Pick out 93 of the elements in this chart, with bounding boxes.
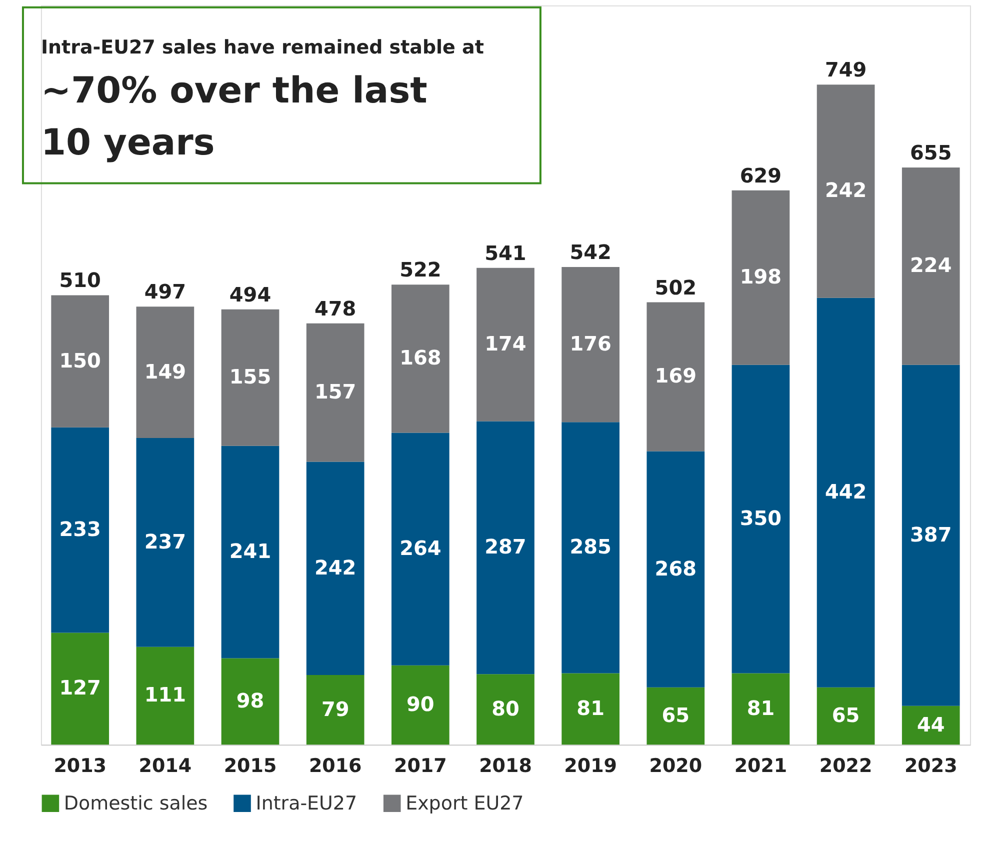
bar [816,84,875,298]
bar [816,687,875,745]
data-label: 81 [746,696,775,720]
bar [136,646,194,745]
data-label: 233 [59,517,101,542]
x-tick-label: 2016 [308,755,362,778]
data-label: 90 [406,692,434,716]
bar [306,323,364,462]
data-label: 387 [910,522,952,546]
data-label: 287 [484,534,526,559]
data-label: 127 [59,676,101,700]
data-label: 81 [576,696,604,720]
bar [391,284,450,433]
x-tick-label: 2019 [564,755,617,778]
x-tick-label: 2013 [54,755,106,778]
bar [562,267,620,422]
x-tick-label: 2014 [138,755,192,778]
bar [306,462,364,676]
bar [136,438,194,647]
x-tick-label: 2015 [224,755,277,778]
bar [221,309,280,446]
bar [902,167,960,365]
data-label: 150 [59,348,101,372]
x-tick-label: 2018 [479,755,532,778]
bar [476,421,534,674]
total-label: 655 [910,140,952,164]
bar [646,451,705,688]
data-label: 98 [236,688,264,712]
total-label: 494 [229,282,272,306]
total-label: 749 [824,58,867,82]
bar [476,268,534,422]
bar [476,674,534,745]
data-label: 285 [570,534,612,559]
bar [51,427,110,633]
data-label: 241 [229,539,272,564]
data-label: 111 [144,682,186,707]
data-label: 237 [144,529,186,554]
total-label: 541 [484,240,526,265]
bar [902,364,960,706]
x-tick-label: 2023 [904,755,958,778]
data-label: 168 [400,346,442,370]
data-label: 268 [654,556,696,580]
bar [646,687,705,745]
total-label: 542 [570,240,612,264]
data-label: 198 [740,264,782,289]
bar [562,673,620,745]
x-tick-label: 2021 [734,755,788,778]
x-tick-label: 2017 [394,755,447,778]
total-label: 478 [314,296,356,320]
legend-label: Domestic sales [64,792,208,814]
data-label: 442 [824,480,867,504]
legend-label: Intra-EU27 [256,792,358,814]
data-label: 65 [662,703,690,728]
data-label: 242 [824,178,867,202]
bar [391,665,450,745]
x-tick-label: 2020 [649,755,702,778]
total-label: 522 [400,258,442,282]
bar [816,298,875,688]
data-label: 149 [144,359,186,384]
bar [51,295,110,428]
data-label: 224 [910,253,952,278]
x-tick-label: 2022 [819,755,872,778]
bar [306,675,364,745]
chart-title: Intra-EU27 sales have remained stable at [40,36,484,58]
data-label: 242 [314,555,356,580]
bar [136,306,194,438]
data-label: 79 [321,696,350,721]
data-label: 169 [654,364,696,388]
total-label: 497 [144,280,186,304]
bar [562,422,620,674]
bar [732,190,790,365]
data-label: 80 [492,696,520,720]
total-label: 629 [740,163,782,188]
data-label: 350 [740,506,782,530]
data-label: 174 [484,332,526,356]
bar [646,302,705,452]
total-label: 502 [654,275,696,300]
data-label: 264 [400,536,442,560]
data-label: 65 [832,703,860,728]
bar [221,446,280,658]
legend-label: Export EU27 [406,792,524,814]
bar [902,706,960,745]
bar [732,364,790,674]
bar [221,658,280,745]
chart-subtitle: ~70% over the last 10 years [40,70,428,164]
total-label: 510 [59,268,101,292]
bar [391,432,450,666]
bar [51,632,110,745]
data-label: 44 [916,712,945,736]
data-label: 176 [570,332,612,356]
data-label: 155 [229,364,272,389]
data-label: 157 [314,380,356,404]
bar [732,673,790,745]
